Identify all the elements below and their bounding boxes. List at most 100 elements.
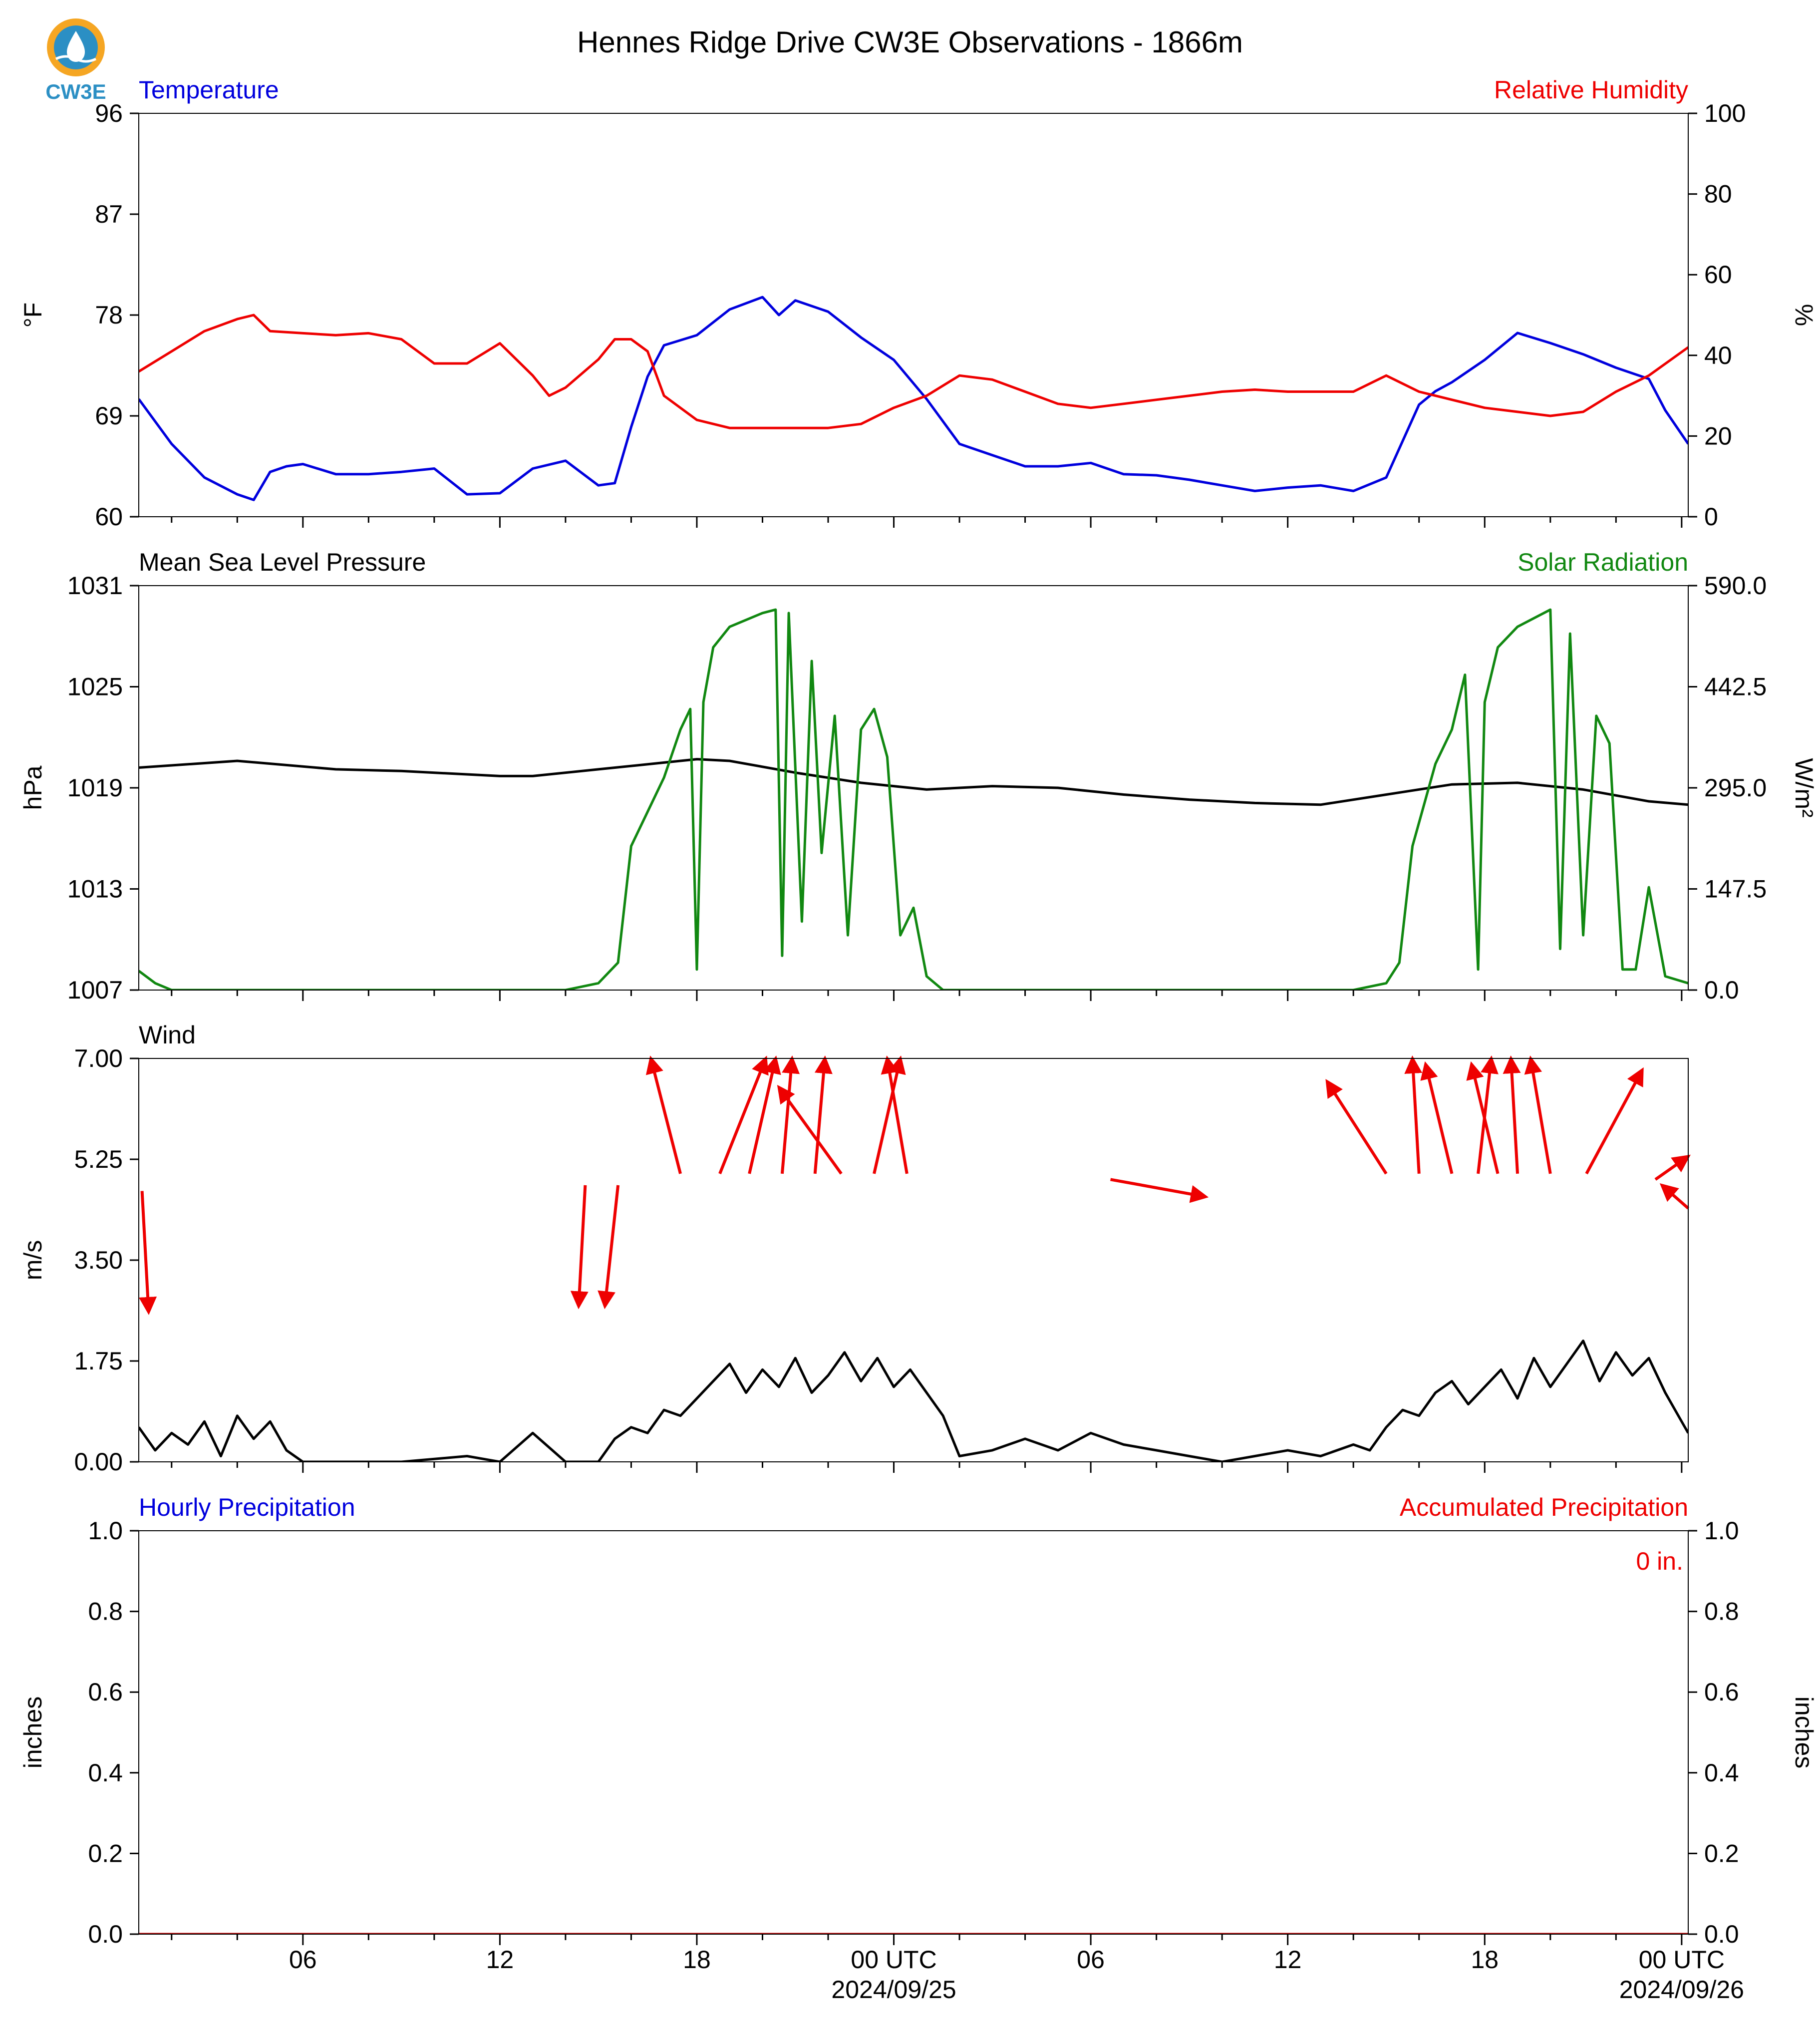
left-tick-label: 60 — [95, 503, 123, 531]
right-tick-label: 1.0 — [1704, 1517, 1739, 1545]
left-tick-label: 5.25 — [74, 1145, 123, 1173]
right-axis-title: % — [1790, 304, 1818, 326]
right-tick-label: 0.4 — [1704, 1759, 1739, 1787]
left-tick-label: 0.4 — [88, 1759, 123, 1787]
wind-arrow-15 — [1420, 1061, 1454, 1174]
left-tick-label: 7.00 — [74, 1044, 123, 1072]
right-tick-label: 590.0 — [1704, 572, 1767, 600]
right-tick-label: 147.5 — [1704, 875, 1767, 903]
wind-arrow-12 — [1110, 1178, 1209, 1203]
wind-arrow-5 — [718, 1055, 769, 1174]
panel-left-label: Wind — [139, 1021, 196, 1049]
right-tick-label: 0.2 — [1704, 1839, 1739, 1867]
right-tick-label: 0.6 — [1704, 1678, 1739, 1706]
x-tick-sublabel: 2024/09/25 — [831, 1976, 956, 2004]
right-tick-label: 0.8 — [1704, 1598, 1739, 1626]
x-tick-label: 06 — [1077, 1946, 1105, 1974]
right-tick-label: 0 — [1704, 503, 1718, 531]
wind-arrow-10 — [873, 1055, 906, 1174]
accumulated-annotation: 0 in. — [1636, 1547, 1683, 1575]
left-axis-title: hPa — [19, 765, 47, 810]
wind-arrow-17 — [1466, 1061, 1500, 1174]
wind-arrow-19 — [1524, 1055, 1552, 1174]
panel-right-label: Relative Humidity — [1494, 76, 1688, 104]
x-tick-sublabel: 2024/09/26 — [1619, 1976, 1744, 2004]
panel-left-label: Hourly Precipitation — [139, 1493, 355, 1521]
left-tick-label: 1031 — [67, 572, 123, 600]
panel-frame — [138, 1530, 1689, 1935]
right-tick-label: 0.0 — [1704, 1920, 1739, 1948]
panel-right-label: Accumulated Precipitation — [1400, 1493, 1688, 1521]
x-tick-label: 00 UTC — [1639, 1946, 1725, 1974]
left-tick-label: 69 — [95, 402, 123, 430]
main-title: Hennes Ridge Drive CW3E Observations - 1… — [577, 25, 1243, 59]
left-tick-label: 0.2 — [88, 1839, 123, 1867]
wind-arrow-18 — [1503, 1055, 1521, 1174]
left-axis-title: m/s — [19, 1240, 47, 1281]
left-axis-title: inches — [19, 1696, 47, 1769]
panel-4: 0.0 0.2 0.4 0.6 0.8 1.0 0.0 0.2 0.4 0.6 0.8 1.0 Hour… — [19, 1493, 1818, 1948]
wind-arrow-7 — [780, 1055, 800, 1174]
panel-3: 0.00 1.75 3.50 5.25 7.00 Wind m/s — [19, 1021, 1691, 1476]
right-tick-label: 295.0 — [1704, 774, 1767, 802]
wind-arrow-2 — [570, 1185, 589, 1310]
wind-arrow-1 — [139, 1191, 157, 1315]
right-tick-label: 40 — [1704, 341, 1732, 369]
series-line-1 — [139, 1340, 1688, 1462]
cw3e-logo-icon: CW3E — [45, 18, 106, 103]
wind-arrow-4 — [645, 1055, 682, 1174]
wind-arrow-20 — [1585, 1067, 1644, 1175]
panel-2: 1007 1013 1019 1025 1031 0.0 147.5 295.0 442.5 59… — [19, 548, 1818, 1004]
series-line-1 — [139, 758, 1688, 806]
logo-text: CW3E — [45, 80, 106, 103]
series-line-2 — [139, 314, 1688, 429]
wind-arrow-13 — [1325, 1079, 1388, 1175]
wind-arrow-3 — [598, 1185, 620, 1310]
wind-arrow-8 — [813, 1055, 833, 1174]
left-tick-label: 1013 — [67, 875, 123, 903]
left-tick-label: 87 — [95, 200, 123, 228]
wind-arrow-11 — [881, 1055, 909, 1174]
right-axis-title: inches — [1790, 1696, 1818, 1769]
left-tick-label: 0.8 — [88, 1598, 123, 1626]
left-tick-label: 1019 — [67, 774, 123, 802]
panel-frame — [138, 113, 1689, 517]
wind-arrow-21 — [1654, 1154, 1691, 1181]
right-tick-label: 60 — [1704, 261, 1732, 289]
x-tick-label: 00 UTC — [851, 1946, 936, 1974]
wind-arrow-22 — [1659, 1183, 1689, 1210]
panel-1: 60 69 78 87 96 0 20 40 60 80 100 Temperature Relativ… — [19, 76, 1818, 531]
left-tick-label: 3.50 — [74, 1246, 123, 1274]
left-tick-label: 0.6 — [88, 1678, 123, 1706]
right-tick-label: 100 — [1704, 99, 1746, 127]
series-line-1 — [139, 296, 1688, 501]
wind-arrow-9 — [777, 1084, 843, 1175]
x-tick-label: 18 — [1471, 1946, 1499, 1974]
left-tick-label: 1.0 — [88, 1517, 123, 1545]
right-axis-title: W/m² — [1790, 758, 1818, 817]
x-tick-label: 06 — [289, 1946, 317, 1974]
panels: 60 69 78 87 96 0 20 40 60 80 100 Temperature Relativ… — [19, 76, 1818, 2004]
x-tick-label: 12 — [486, 1946, 514, 1974]
left-tick-label: 96 — [95, 99, 123, 127]
panel-right-label: Solar Radiation — [1517, 548, 1688, 576]
panel-frame — [138, 1058, 1689, 1462]
left-tick-label: 1.75 — [74, 1347, 123, 1375]
right-tick-label: 80 — [1704, 180, 1732, 208]
panel-left-label: Temperature — [139, 76, 279, 104]
right-tick-label: 0.0 — [1704, 976, 1739, 1004]
right-tick-label: 20 — [1704, 422, 1732, 450]
left-axis-title: °F — [19, 303, 47, 328]
x-tick-label: 18 — [683, 1946, 711, 1974]
right-tick-label: 442.5 — [1704, 673, 1767, 701]
left-tick-label: 1007 — [67, 976, 123, 1004]
left-tick-label: 78 — [95, 301, 123, 329]
left-tick-label: 0.00 — [74, 1448, 123, 1476]
series-line-2 — [139, 608, 1688, 990]
panel-left-label: Mean Sea Level Pressure — [139, 548, 426, 576]
left-tick-label: 1025 — [67, 673, 123, 701]
wind-arrow-14 — [1404, 1055, 1423, 1174]
left-tick-label: 0.0 — [88, 1920, 123, 1948]
